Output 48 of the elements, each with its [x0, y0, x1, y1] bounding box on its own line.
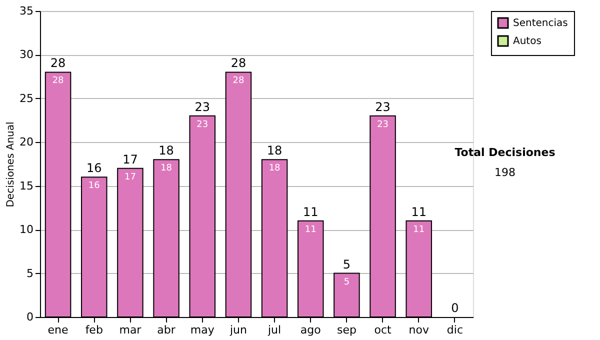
x-tick-label: may [190, 324, 215, 336]
data-label: 28 [52, 76, 64, 86]
x-tick-label: mar [119, 324, 142, 336]
y-tick-label: 25 [20, 92, 34, 105]
annotation: Total Decisiones [454, 146, 556, 160]
data-label: 28 [232, 76, 244, 86]
x-tick-label: abr [157, 324, 176, 336]
data-label: 18 [160, 164, 172, 174]
data-label: 11 [413, 224, 425, 235]
total-label: 11 [302, 204, 318, 219]
legend-label: Autos [513, 36, 542, 47]
y-tick-label: 35 [20, 4, 34, 18]
x-tick-label: ene [48, 324, 69, 336]
data-label: 5 [344, 277, 350, 288]
x-tick-label: jun [228, 324, 247, 336]
data-label: 18 [268, 164, 281, 174]
x-tick-label: dic [446, 324, 464, 336]
total-label: 18 [266, 144, 282, 158]
y-tick-label: 30 [20, 48, 34, 62]
x-tick-label: sep [336, 324, 356, 336]
y-axis-title: Decisiones Anual [6, 122, 17, 208]
x-tick-label: jul [266, 324, 282, 336]
x-tick-label: nov [408, 324, 430, 336]
total-label: 23 [375, 100, 390, 114]
data-label: 23 [196, 120, 208, 130]
data-label: 23 [377, 120, 389, 130]
data-label: 16 [88, 181, 100, 192]
y-tick-label: 10 [20, 223, 34, 236]
total-label: 28 [50, 56, 66, 70]
x-tick-label: oct [374, 324, 392, 336]
total-label: 16 [86, 161, 102, 176]
data-label: 17 [124, 172, 136, 182]
total-label: 0 [451, 301, 459, 315]
total-label: 11 [411, 204, 427, 219]
x-tick-label: ago [300, 324, 322, 336]
y-tick-label: 5 [26, 266, 34, 280]
total-label: 28 [230, 56, 246, 70]
text: 198 [494, 166, 516, 180]
legend-label: Sentencias [513, 18, 568, 29]
y-tick-label: 15 [20, 179, 34, 192]
y-tick-label: 20 [20, 136, 34, 149]
total-label: 23 [194, 100, 210, 114]
total-label: 17 [122, 152, 138, 166]
x-tick-label: feb [85, 324, 103, 336]
total-label: 5 [342, 257, 351, 272]
total-label: 18 [158, 144, 174, 158]
data-label: 11 [304, 224, 316, 235]
y-tick-label: 0 [26, 310, 34, 324]
